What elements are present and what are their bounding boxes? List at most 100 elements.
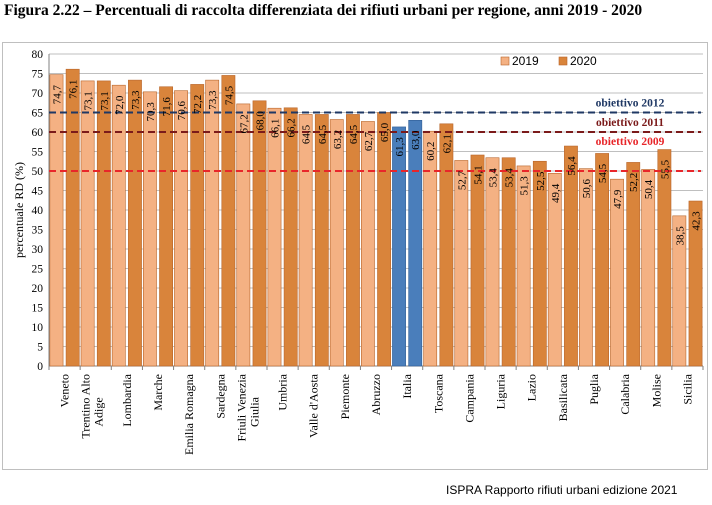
bar-2019 bbox=[143, 91, 157, 367]
data-label: 60,2 bbox=[425, 142, 437, 161]
bar-2019 bbox=[267, 107, 282, 367]
category-label: Umbria bbox=[276, 373, 290, 410]
bar-2020 bbox=[346, 114, 360, 367]
bar-2019 bbox=[236, 103, 251, 367]
data-label: 50,4 bbox=[643, 179, 655, 199]
bar-2019 bbox=[111, 84, 126, 367]
bar-2019 bbox=[298, 114, 313, 367]
category-label: Piemonte bbox=[338, 374, 352, 419]
data-label: 73,3 bbox=[207, 90, 219, 110]
data-label: 72,0 bbox=[114, 95, 126, 115]
data-label: 52,7 bbox=[456, 170, 468, 190]
y-tick-label: 75 bbox=[32, 69, 44, 81]
bar-2020 bbox=[532, 160, 547, 367]
data-label: 63,2 bbox=[332, 130, 344, 149]
category-label: Lazio bbox=[525, 374, 539, 401]
data-label: 64,5 bbox=[348, 124, 360, 144]
figure-title: Figura 2.22 – Percentuali di raccolta di… bbox=[4, 2, 643, 19]
bar-2020 bbox=[159, 86, 173, 367]
bar-2019 bbox=[329, 119, 344, 367]
bar-2020 bbox=[221, 75, 236, 367]
data-label: 66,2 bbox=[286, 118, 298, 137]
data-label: 76,1 bbox=[68, 80, 80, 99]
data-label: 50,6 bbox=[581, 179, 593, 199]
bar-2020 bbox=[190, 84, 205, 367]
bar-2019 bbox=[205, 79, 220, 367]
y-tick-label: 55 bbox=[32, 147, 44, 159]
bar-chart: 0 5 10 15 20 25 30 35 40 45 50 55 60 65 70 75 80 percentu… bbox=[12, 49, 704, 455]
category-label: Molise bbox=[649, 374, 663, 407]
category-label: Campania bbox=[462, 373, 476, 422]
source-note: ISPRA Rapporto rifiuti urbani edizione 2… bbox=[446, 483, 678, 497]
data-label: 73,3 bbox=[130, 90, 142, 110]
bar-2019 bbox=[485, 157, 500, 367]
y-axis-title: percentuale RD (%) bbox=[12, 162, 26, 258]
category-label: Toscana bbox=[431, 373, 445, 413]
y-tick-label: 60 bbox=[32, 127, 44, 139]
category-label: Abruzzo bbox=[369, 374, 383, 415]
data-label: 64,5 bbox=[317, 124, 329, 144]
bar-2020 bbox=[283, 107, 298, 367]
bar-2019 bbox=[672, 215, 687, 367]
bar-2019 bbox=[641, 169, 656, 367]
data-label: 62,7 bbox=[363, 131, 375, 151]
bar-2020 bbox=[439, 123, 454, 367]
bar-2019 bbox=[423, 130, 438, 367]
category-label: Liguria bbox=[494, 373, 508, 409]
data-label: 74,5 bbox=[223, 85, 235, 105]
bar-2020 bbox=[65, 68, 80, 367]
category-label: Trentino AltoAdige bbox=[79, 374, 106, 439]
y-tick-label: 25 bbox=[32, 264, 44, 276]
y-tick-label: 5 bbox=[37, 342, 43, 354]
bar-2020 bbox=[470, 154, 485, 367]
data-label: 73,1 bbox=[83, 91, 95, 110]
y-tick-label: 80 bbox=[32, 49, 44, 61]
bar-2020 bbox=[595, 153, 609, 367]
y-tick-label: 65 bbox=[32, 108, 44, 120]
bar-2019 bbox=[578, 168, 593, 367]
data-label: 70,6 bbox=[176, 101, 188, 121]
bar-2019 bbox=[360, 121, 375, 367]
y-tick-label: 30 bbox=[32, 244, 44, 256]
data-label: 52,5 bbox=[535, 171, 547, 191]
bar-2020 bbox=[408, 120, 423, 367]
y-tick-label: 40 bbox=[32, 205, 44, 217]
data-label: 51,3 bbox=[519, 176, 531, 196]
data-label: 73,1 bbox=[99, 91, 111, 110]
bar-2020 bbox=[128, 79, 142, 367]
data-label: 70,3 bbox=[145, 102, 157, 122]
data-label: 53,4 bbox=[487, 168, 499, 188]
category-label: Sicilia bbox=[680, 373, 694, 404]
category-label: Marche bbox=[151, 374, 165, 411]
bar-2020 bbox=[314, 114, 329, 367]
data-label: 52,2 bbox=[628, 173, 640, 192]
category-label: Veneto bbox=[58, 374, 72, 407]
data-label: 47,9 bbox=[612, 189, 624, 209]
bar-2020 bbox=[657, 149, 672, 367]
bar-2019 bbox=[49, 74, 64, 367]
bar-2019 bbox=[392, 126, 406, 367]
data-label: 54,1 bbox=[473, 165, 485, 184]
bar-2019 bbox=[80, 80, 95, 367]
data-label: 62,1 bbox=[441, 134, 453, 153]
category-label: Italia bbox=[400, 373, 414, 398]
target-line-label: obiettivo 2009 bbox=[596, 136, 665, 148]
y-tick-label: 35 bbox=[32, 225, 44, 237]
bar-2020 bbox=[688, 200, 703, 367]
bar-2020 bbox=[377, 112, 391, 367]
data-label: 61,3 bbox=[394, 137, 406, 157]
y-tick-label: 50 bbox=[32, 166, 44, 178]
data-label: 63,0 bbox=[410, 130, 422, 150]
data-label: 55,5 bbox=[659, 159, 671, 179]
category-label: Lombardia bbox=[120, 373, 134, 426]
chart-area: 0 5 10 15 20 25 30 35 40 45 50 55 60 65 70 75 80 percentu… bbox=[2, 42, 708, 470]
legend-swatch bbox=[558, 56, 568, 66]
legend-label: 2019 bbox=[512, 54, 539, 68]
category-label: Sardegna bbox=[213, 373, 227, 418]
bar-2019 bbox=[174, 90, 188, 367]
data-label: 66,1 bbox=[269, 119, 281, 138]
data-label: 49,4 bbox=[550, 183, 562, 203]
bar-2019 bbox=[454, 160, 469, 367]
category-label: Calabria bbox=[618, 373, 632, 414]
bar-2020 bbox=[252, 100, 267, 367]
